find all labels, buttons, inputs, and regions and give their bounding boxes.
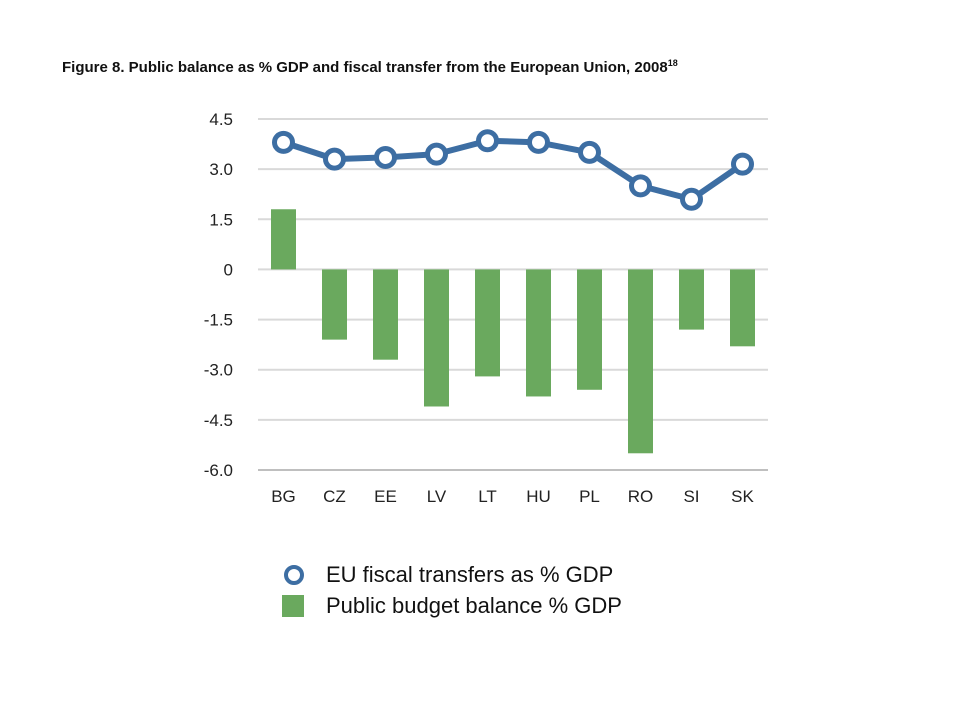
title-footnote: 18 <box>667 58 678 68</box>
point-lv <box>425 142 448 166</box>
x-tick-label: EE <box>374 487 397 506</box>
bar-si <box>679 269 704 330</box>
point-ro <box>629 174 652 198</box>
chart-title-text: Figure 8. Public balance as % GDP and fi… <box>62 59 668 76</box>
y-axis-ticks: 4.5 3.0 1.5 0 -1.5 -3.0 -4.5 -6.0 <box>204 110 233 480</box>
x-tick-label: HU <box>526 487 551 506</box>
x-tick-label: CZ <box>323 487 346 506</box>
y-tick-label: 4.5 <box>209 110 233 129</box>
legend-label-line: EU fiscal transfers as % GDP <box>326 562 614 587</box>
bar-hu <box>526 269 551 397</box>
point-lt <box>476 129 499 153</box>
y-tick-label: 1.5 <box>209 210 233 229</box>
legend-label-bar: Public budget balance % GDP <box>326 593 622 618</box>
bar-lt <box>475 269 500 377</box>
point-hu <box>527 130 550 154</box>
point-cz <box>323 147 346 171</box>
point-si <box>680 187 703 211</box>
bar-lv <box>424 269 449 407</box>
y-tick-label: 0 <box>224 260 233 279</box>
series-line <box>282 137 745 203</box>
x-tick-label: SI <box>683 487 699 506</box>
bar-pl <box>577 269 602 390</box>
point-pl <box>578 140 601 164</box>
legend-square-icon <box>282 595 304 617</box>
x-tick-label: BG <box>271 487 296 506</box>
bar-ee <box>373 269 398 360</box>
bar-cz <box>322 269 347 340</box>
point-bg <box>272 130 295 154</box>
y-tick-label: -3.0 <box>204 361 233 380</box>
x-tick-label: RO <box>628 487 654 506</box>
y-tick-label: -1.5 <box>204 311 233 330</box>
x-tick-label: LT <box>478 487 497 506</box>
legend-item-bar: Public budget balance % GDP <box>282 593 622 619</box>
bar-bg <box>271 209 296 270</box>
y-tick-label: 3.0 <box>209 160 233 179</box>
bar-ro <box>628 269 653 454</box>
legend-circle-icon <box>284 565 304 585</box>
bar-series <box>271 209 755 454</box>
point-sk <box>731 152 754 176</box>
x-tick-label: SK <box>731 487 754 506</box>
x-tick-label: PL <box>579 487 600 506</box>
point-ee <box>374 145 397 169</box>
x-axis-ticks: BG CZ EE LV LT HU PL RO SI SK <box>271 487 754 506</box>
line-series <box>272 129 754 211</box>
bar-sk <box>730 269 755 347</box>
x-tick-label: LV <box>427 487 447 506</box>
chart-title: Figure 8. Public balance as % GDP and fi… <box>62 58 678 76</box>
legend-item-line: EU fiscal transfers as % GDP <box>282 562 613 588</box>
y-tick-label: -4.5 <box>204 411 233 430</box>
y-tick-label: -6.0 <box>204 461 233 480</box>
